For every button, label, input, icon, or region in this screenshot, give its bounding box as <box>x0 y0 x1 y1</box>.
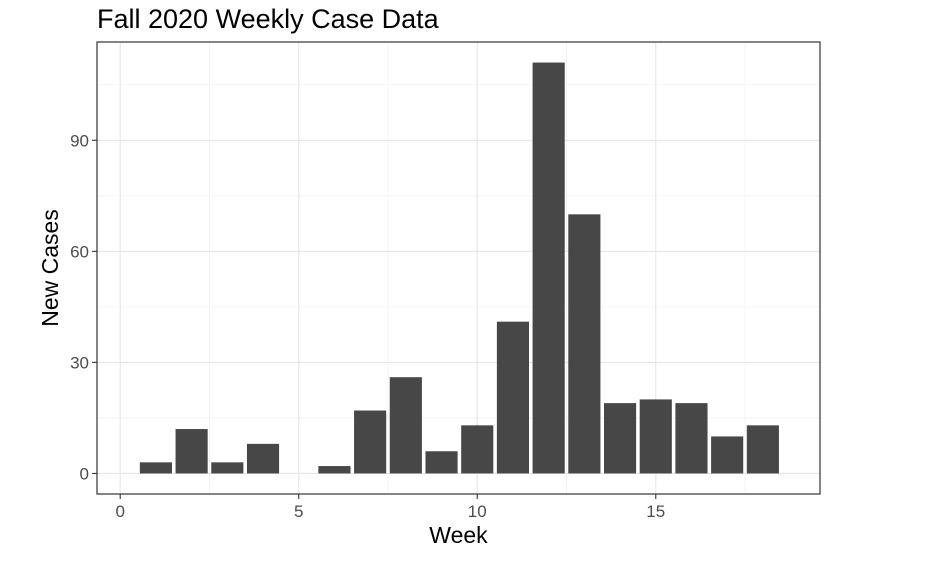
x-tick-label: 15 <box>646 502 665 521</box>
y-tick-label: 90 <box>70 131 89 150</box>
y-axis-label: New Cases <box>37 209 63 327</box>
y-tick-label: 60 <box>70 242 89 261</box>
bar-week-8 <box>389 377 422 474</box>
bar-week-1 <box>139 462 172 474</box>
bar-week-17 <box>711 436 744 474</box>
chart-title: Fall 2020 Weekly Case Data <box>97 4 440 34</box>
bar-week-15 <box>639 399 672 474</box>
bar-week-9 <box>425 451 458 474</box>
bar-week-12 <box>532 62 565 474</box>
major-gridlines <box>97 42 820 494</box>
x-tick-label: 5 <box>294 502 303 521</box>
bar-week-14 <box>603 403 637 474</box>
bar-week-4 <box>246 443 280 474</box>
x-tick-label: 10 <box>468 502 487 521</box>
bar-week-2 <box>175 429 208 474</box>
bar-week-16 <box>675 403 708 474</box>
x-axis: 0 5 10 15 <box>115 494 665 521</box>
bars <box>139 62 779 474</box>
y-tick-label: 0 <box>80 464 89 483</box>
bar-week-11 <box>496 321 530 474</box>
bar-week-3 <box>211 462 244 474</box>
bar-week-13 <box>568 214 601 474</box>
bar-week-7 <box>354 410 387 474</box>
minor-gridlines <box>97 42 820 494</box>
x-axis-label: Week <box>429 522 488 548</box>
bar-week-18 <box>746 425 779 474</box>
bar-week-6 <box>318 466 351 474</box>
y-tick-label: 30 <box>70 353 89 372</box>
plot-panel-border <box>96 41 821 495</box>
x-tick-label: 0 <box>115 502 124 521</box>
y-axis: 0 30 60 90 <box>70 131 97 483</box>
bar-week-10 <box>461 425 494 474</box>
plot-panel <box>97 42 820 494</box>
